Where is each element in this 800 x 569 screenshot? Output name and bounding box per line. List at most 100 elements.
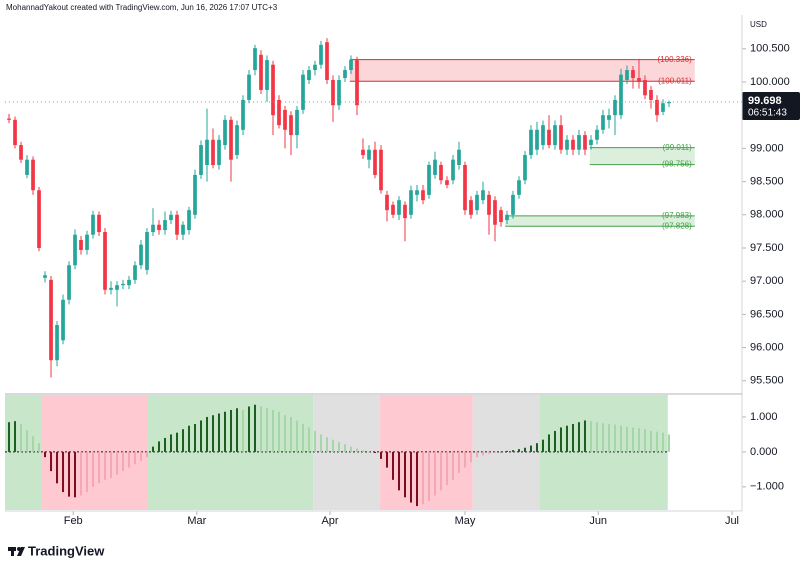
y-tick-label: 96.500 (750, 308, 784, 320)
candle-body (385, 194, 389, 211)
y-tick-label: 100.000 (750, 76, 790, 88)
histogram-bar (104, 451, 107, 480)
y-tick-label: 0.000 (750, 446, 778, 458)
histogram-bar (68, 451, 71, 497)
histogram-bar (80, 451, 83, 496)
histogram-bar (98, 451, 101, 484)
candle-body (49, 279, 53, 361)
logo-mark (11, 547, 14, 556)
histogram-bar (356, 448, 359, 452)
candle-body (157, 224, 161, 231)
histogram-bar (595, 422, 598, 452)
histogram-bar (487, 451, 490, 454)
histogram-bar (38, 443, 41, 452)
candle-body (163, 220, 167, 231)
histogram-bar (230, 409, 233, 452)
candle-body (637, 78, 641, 82)
candle-body (505, 214, 509, 221)
histogram-bar (619, 425, 622, 452)
candle-body (151, 224, 155, 233)
histogram-bar (427, 451, 430, 501)
candle-body (349, 60, 353, 71)
candle-body (133, 265, 137, 280)
histogram-bar (607, 423, 610, 452)
histogram-bar (320, 434, 323, 452)
candle-body (361, 149, 365, 156)
histogram-bar (613, 424, 616, 452)
candle-body (475, 194, 479, 211)
candle-body (307, 70, 311, 81)
candle-body (61, 299, 65, 341)
histogram-bar (14, 421, 17, 452)
candle-body (649, 89, 653, 100)
histogram-bar (218, 413, 221, 452)
candle-body (97, 214, 101, 233)
histogram-bar (236, 408, 239, 452)
candle-body (115, 285, 119, 290)
candle-body (547, 129, 551, 146)
histogram-bar (224, 411, 227, 452)
histogram-bar (20, 423, 23, 452)
candle-body (643, 80, 647, 96)
histogram-bar (122, 451, 125, 472)
candle-body (79, 240, 83, 250)
histogram-bar (152, 446, 155, 452)
candle-body (277, 99, 281, 126)
histogram-bar (314, 430, 317, 452)
candle-body (481, 190, 485, 201)
candle-body (85, 234, 89, 250)
histogram-bar (308, 427, 311, 452)
candle-body (529, 129, 533, 156)
zone-label: (100.336) (658, 55, 693, 64)
logo-mark (17, 547, 25, 556)
histogram-bar (332, 439, 335, 452)
candle-body (589, 139, 593, 146)
candle-body (391, 204, 395, 215)
logo (8, 547, 25, 556)
histogram-bar (92, 451, 95, 487)
y-tick-label: 98.500 (750, 175, 784, 187)
histogram-bar (559, 427, 562, 452)
candle-body (241, 99, 245, 130)
histogram-bar (625, 426, 628, 452)
candle-body (91, 214, 95, 235)
candle-body (409, 190, 413, 215)
indicator-region (313, 395, 380, 510)
histogram-bar (200, 420, 203, 452)
candle-body (631, 70, 635, 79)
histogram-bar (661, 432, 664, 452)
candle-body (259, 54, 263, 90)
histogram-bar (26, 430, 29, 452)
histogram-bar (242, 409, 245, 452)
candle-body (205, 139, 209, 165)
histogram-bar (344, 444, 347, 452)
candle-body (511, 194, 515, 215)
y-tick-label: −1.000 (750, 481, 784, 493)
candle-body (199, 145, 203, 175)
histogram-bar (50, 451, 53, 472)
candle-body (367, 149, 371, 160)
candle-body (121, 283, 125, 286)
histogram-bar (248, 406, 251, 452)
histogram-bar (547, 434, 550, 452)
y-tick-label: 98.000 (750, 209, 784, 221)
candle-body (463, 164, 467, 211)
candle-body (445, 180, 449, 185)
histogram-bar (254, 404, 257, 452)
x-tick-label: Mar (187, 515, 206, 527)
candle-body (193, 174, 197, 215)
histogram-bar (350, 446, 353, 452)
histogram-bar (296, 420, 299, 452)
histogram-bar (523, 447, 526, 452)
histogram-bar (571, 423, 574, 452)
histogram-bar (116, 451, 119, 475)
histogram-bar (631, 427, 634, 452)
histogram-bar (643, 429, 646, 452)
candle-body (457, 149, 461, 165)
candle-body (583, 135, 587, 150)
y-tick-label: 100.500 (750, 43, 790, 55)
x-tick-label: Jul (725, 515, 739, 527)
candle-body (619, 74, 623, 116)
candle-body (139, 244, 143, 266)
